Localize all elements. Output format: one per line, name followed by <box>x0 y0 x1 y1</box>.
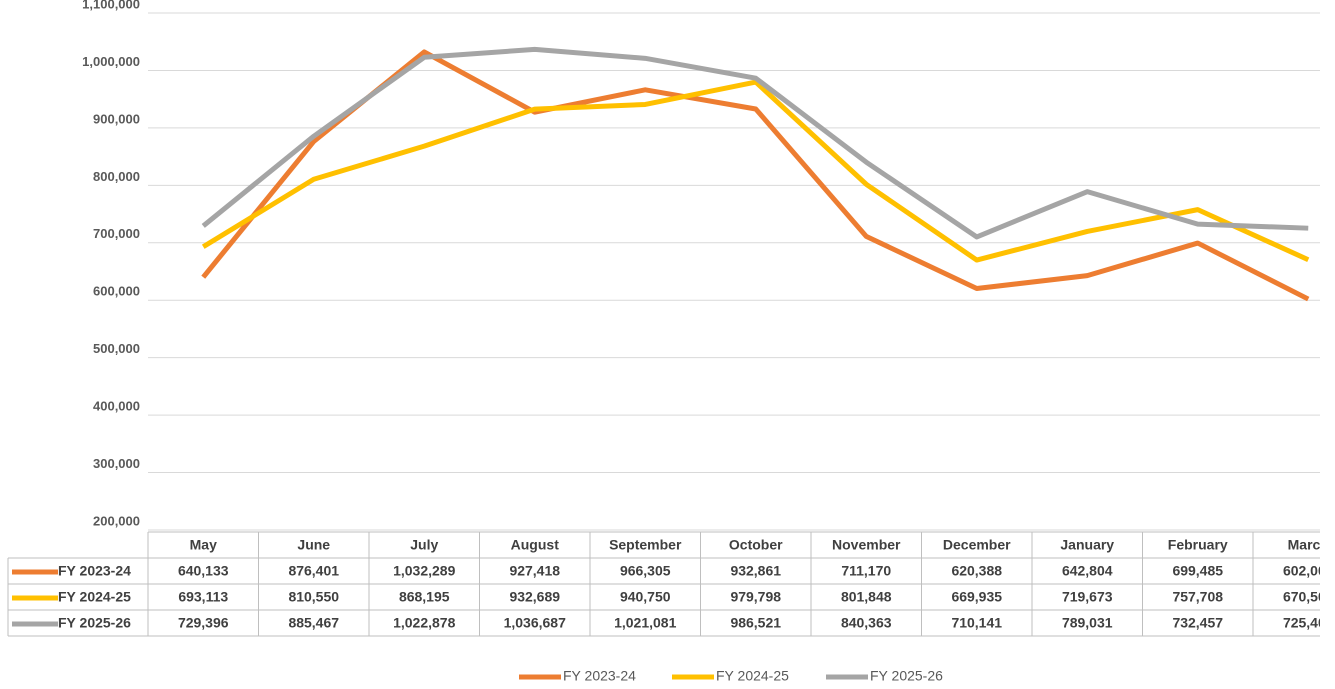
table-value: 642,804 <box>1062 563 1113 579</box>
table-value: 932,689 <box>509 589 560 605</box>
table-value: 669,935 <box>951 589 1002 605</box>
table-value: 602,000 <box>1283 563 1334 579</box>
table-value: 1,021,081 <box>614 615 676 631</box>
table-value: 932,861 <box>730 563 781 579</box>
column-header: March <box>1288 537 1329 553</box>
table-value: 757,708 <box>1172 589 1223 605</box>
table-value: 710,141 <box>951 615 1002 631</box>
legend-label: FY 2025-26 <box>870 668 943 684</box>
table-value: 699,485 <box>1172 563 1223 579</box>
table-value: 719,673 <box>1062 589 1113 605</box>
column-header: June <box>297 537 330 553</box>
table-value: 986,521 <box>730 615 781 631</box>
column-header: January <box>1060 537 1114 553</box>
column-header: November <box>832 537 901 553</box>
table-value: 640,133 <box>178 563 229 579</box>
table-value: 1,032,289 <box>393 563 455 579</box>
y-tick-label: 500,000 <box>93 341 140 356</box>
table-value: 840,363 <box>841 615 892 631</box>
y-tick-label: 200,000 <box>93 513 140 528</box>
column-header: July <box>410 537 438 553</box>
table-value: 732,457 <box>1172 615 1223 631</box>
table-value: 620,388 <box>951 563 1002 579</box>
table-value: 966,305 <box>620 563 671 579</box>
table-value: 940,750 <box>620 589 671 605</box>
y-tick-label: 600,000 <box>93 284 140 299</box>
column-header: September <box>609 537 682 553</box>
y-tick-label: 1,100,000 <box>82 0 140 11</box>
row-label: FY 2024-25 <box>58 589 131 605</box>
y-tick-label: 300,000 <box>93 456 140 471</box>
table-value: 670,500 <box>1283 589 1334 605</box>
table-value: 725,400 <box>1283 615 1334 631</box>
column-header: October <box>729 537 783 553</box>
legend-label: FY 2023-24 <box>563 668 636 684</box>
table-value: 927,418 <box>509 563 560 579</box>
y-tick-label: 700,000 <box>93 226 140 241</box>
y-tick-label: 800,000 <box>93 169 140 184</box>
legend-label: FY 2024-25 <box>716 668 789 684</box>
table-value: 801,848 <box>841 589 892 605</box>
table-value: 1,022,878 <box>393 615 455 631</box>
table-value: 789,031 <box>1062 615 1113 631</box>
table-value: 810,550 <box>288 589 339 605</box>
series-line <box>201 79 1310 263</box>
y-tick-label: 400,000 <box>93 399 140 414</box>
table-value: 979,798 <box>730 589 781 605</box>
table-value: 868,195 <box>399 589 450 605</box>
table-value: 729,396 <box>178 615 229 631</box>
series-line <box>201 49 1310 302</box>
table-value: 876,401 <box>288 563 339 579</box>
row-label: FY 2023-24 <box>58 563 131 579</box>
column-header: August <box>511 537 560 553</box>
y-tick-label: 900,000 <box>93 111 140 126</box>
y-tick-label: 1,000,000 <box>82 54 140 69</box>
column-header: February <box>1168 537 1228 553</box>
series-line <box>201 46 1309 240</box>
table-value: 1,036,687 <box>504 615 566 631</box>
table-value: 711,170 <box>841 563 891 579</box>
plot: 200,000 300,000 400,000 500,000 600,000 700,0… <box>7 0 1334 637</box>
column-header: December <box>943 537 1011 553</box>
column-header: May <box>190 537 217 553</box>
row-label: FY 2025-26 <box>58 615 131 631</box>
table-value: 693,113 <box>178 589 228 605</box>
table-value: 885,467 <box>288 615 339 631</box>
